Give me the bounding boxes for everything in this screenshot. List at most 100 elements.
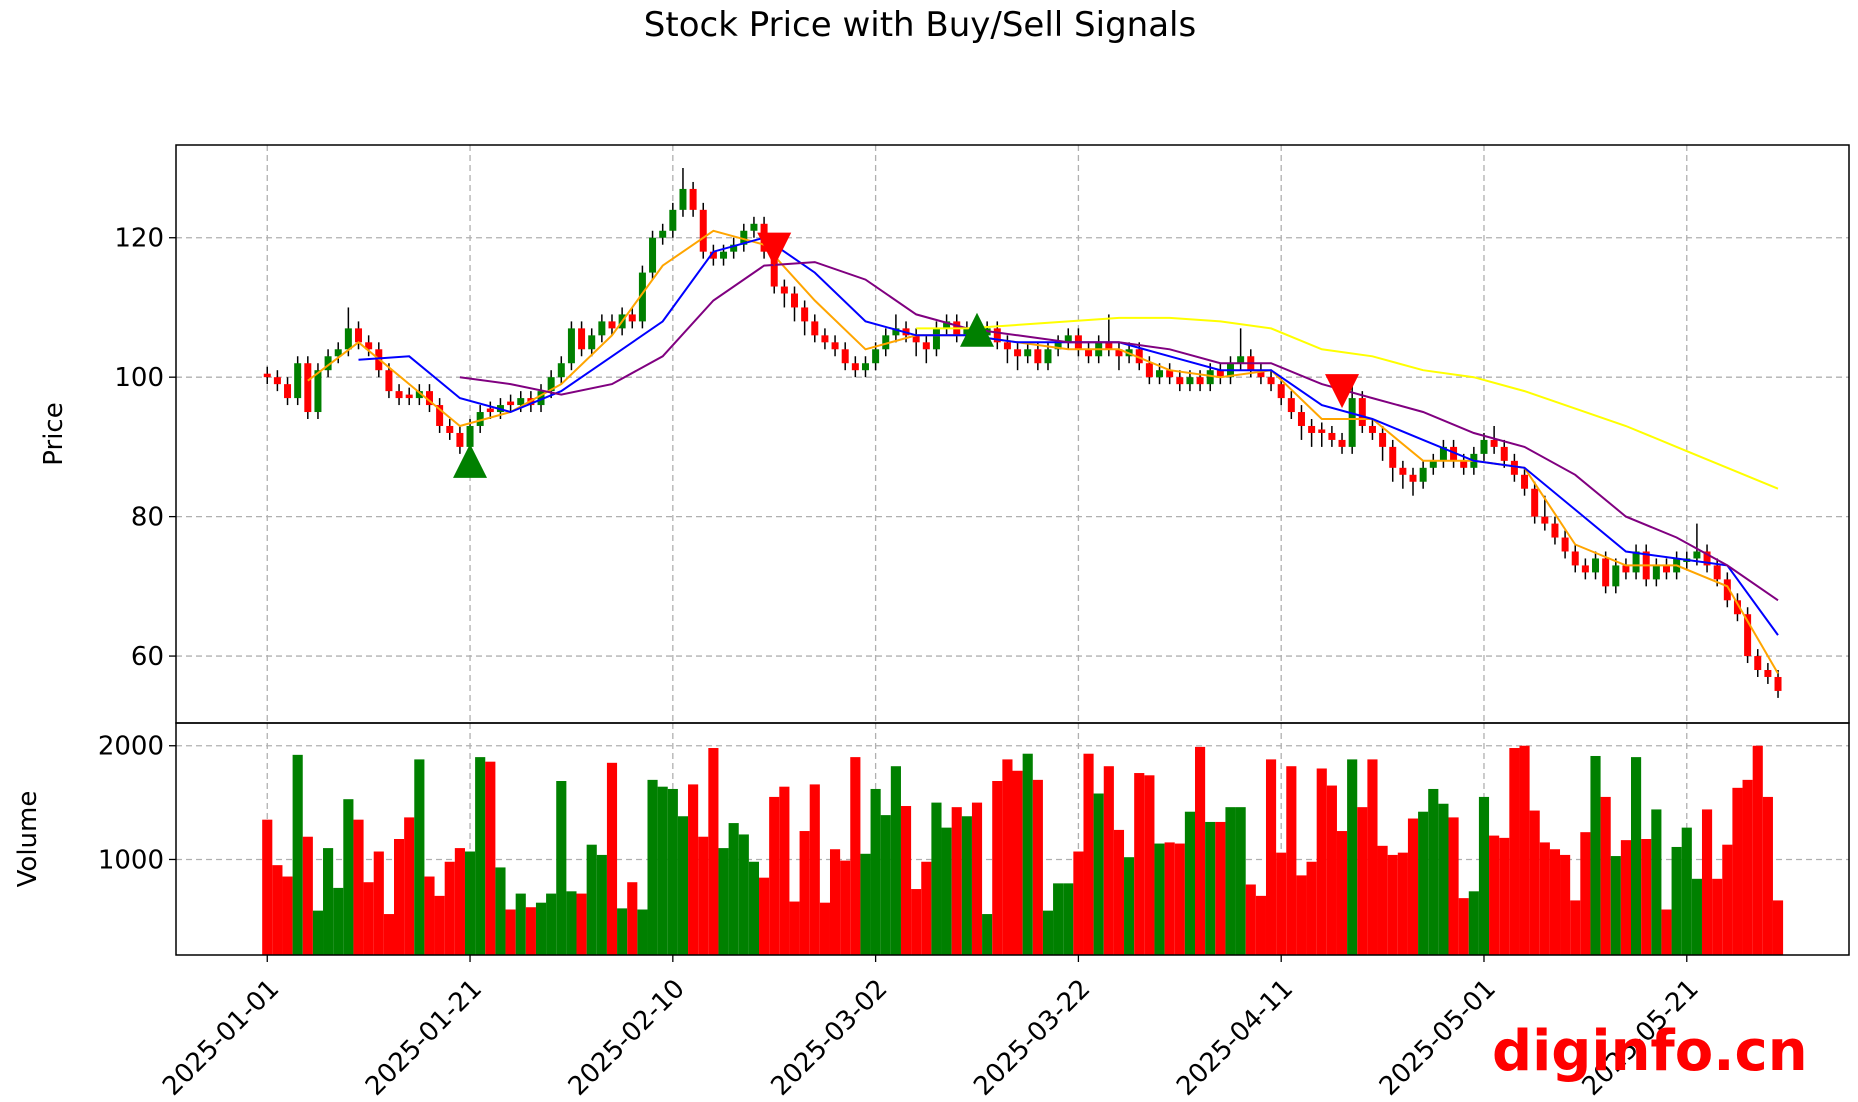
volume-bar [819, 902, 830, 955]
candle-body [294, 363, 302, 399]
candle-body [1135, 349, 1143, 364]
candle-body [993, 328, 1001, 343]
candle-body [1733, 600, 1741, 615]
volume-bar [1620, 840, 1632, 955]
candle-body [1693, 551, 1701, 559]
candle-body [507, 401, 515, 406]
volume-bar [1712, 878, 1723, 955]
candle-body [1166, 370, 1174, 378]
candle-body [1592, 558, 1600, 573]
x-tick-label: 2025-03-02 [766, 974, 894, 1102]
volume-bar [1752, 745, 1763, 955]
volume-bar [992, 781, 1003, 955]
volume-bar [1265, 759, 1277, 955]
candle-body [892, 328, 900, 336]
candle-body [1480, 439, 1488, 454]
volume-bar [586, 844, 597, 955]
volume-bar [627, 882, 638, 955]
candle-body [709, 251, 717, 259]
candle-body [1379, 432, 1387, 447]
volume-bar [1134, 773, 1145, 955]
volume-bar [1286, 766, 1297, 955]
volume-bar [1762, 796, 1773, 955]
volume-bar [1539, 842, 1550, 955]
x-tick-label: 2025-05-01 [1374, 974, 1502, 1102]
volume-bar [708, 748, 719, 955]
candle-body [1723, 579, 1731, 601]
volume-tick-label: 2000 [98, 732, 164, 762]
candle-body [1348, 398, 1356, 447]
volume-bar [1377, 845, 1388, 955]
volume-bar [576, 893, 587, 955]
candle-body [476, 412, 484, 426]
candle-body [861, 363, 869, 371]
candle-body [791, 293, 799, 308]
volume-bar [647, 779, 658, 955]
volume-bar [1580, 832, 1591, 955]
candle-body [679, 188, 687, 210]
volume-bar [718, 848, 729, 955]
candle-body [740, 230, 748, 245]
volume-bar [921, 861, 932, 955]
volume-bar [1438, 803, 1449, 955]
volume-bar [596, 854, 607, 955]
candle-body [1652, 565, 1660, 580]
volume-bar [363, 882, 374, 955]
candle-body [344, 328, 352, 350]
candle-body [963, 328, 971, 336]
volume-bar [850, 757, 861, 955]
y-tick-label: 120 [114, 224, 164, 254]
candle-body [882, 335, 890, 350]
candle-body [324, 356, 332, 371]
volume-bar [1306, 861, 1317, 955]
candle-body [1085, 349, 1093, 357]
candle-body [1064, 335, 1072, 343]
volume-bar [769, 796, 780, 955]
volume-bar [1255, 895, 1266, 955]
candle-body [912, 335, 920, 343]
buy-signal [960, 312, 995, 347]
volume-bar [1519, 745, 1530, 955]
candle-body [436, 405, 444, 426]
volume-bar [1631, 757, 1642, 955]
candle-body [1521, 474, 1529, 489]
volume-bar [1661, 909, 1672, 955]
volume-bar [1448, 817, 1459, 955]
volume-bar [617, 908, 628, 955]
volume-bar [1407, 818, 1419, 955]
volume-bar [961, 816, 972, 955]
candle-body [1602, 558, 1610, 587]
candle-body [1267, 377, 1275, 385]
volume-bar [312, 910, 324, 955]
candle-body [1318, 429, 1326, 433]
candle-body [831, 342, 839, 350]
candle-body [1662, 565, 1670, 573]
candle-body [1358, 398, 1366, 426]
candle-body [1216, 370, 1224, 378]
volume-bar [1093, 793, 1104, 955]
volume-bar [1742, 779, 1753, 955]
volume-bar [1367, 759, 1378, 955]
volume-bar [393, 839, 405, 955]
volume-bar [1387, 854, 1398, 955]
volume-bar [1610, 856, 1621, 955]
volume-bar [799, 831, 810, 955]
volume-bar [434, 895, 445, 955]
volume-bar [1276, 852, 1287, 955]
volume-bar [515, 893, 526, 955]
volume-bar [1560, 854, 1571, 955]
volume-tick-label: 1000 [98, 845, 164, 875]
volume-bar [748, 861, 760, 955]
candle-body [1328, 432, 1336, 440]
candle-body [1257, 370, 1265, 378]
candle-body [841, 349, 849, 364]
candle-body [1034, 349, 1042, 364]
volume-bar [1012, 770, 1023, 955]
candle-body [720, 251, 728, 259]
volume-bar [1478, 796, 1490, 955]
candle-body [446, 425, 454, 433]
volume-bar [1083, 753, 1094, 955]
candle-body [1703, 551, 1711, 566]
candle-body [608, 321, 616, 329]
candle-body [334, 349, 342, 357]
